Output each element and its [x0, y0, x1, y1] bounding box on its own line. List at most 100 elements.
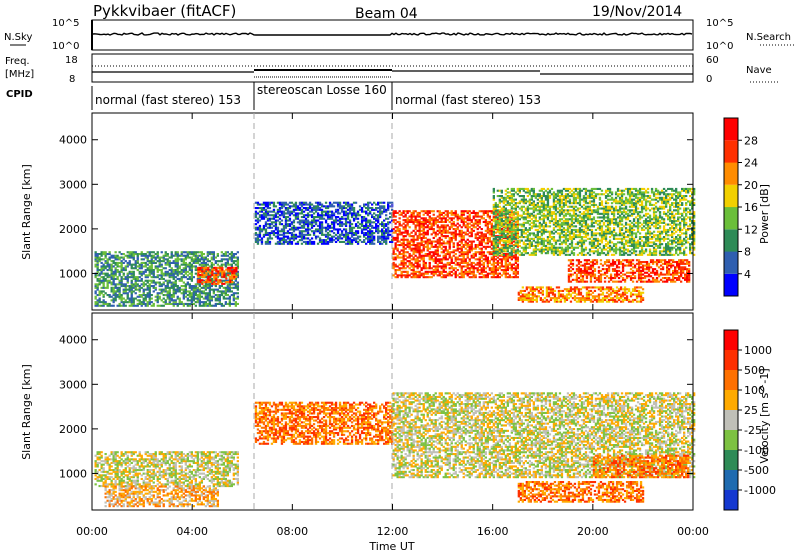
- range-time-cell: [168, 276, 171, 279]
- range-time-cell: [500, 221, 503, 224]
- range-time-cell: [367, 233, 370, 236]
- range-time-cell: [148, 302, 151, 305]
- range-time-cell: [156, 269, 159, 272]
- range-time-cell: [152, 254, 155, 257]
- range-time-cell: [398, 229, 401, 232]
- range-time-cell: [508, 274, 511, 277]
- range-time-cell: [282, 240, 286, 243]
- range-time-cell: [526, 230, 529, 233]
- range-time-cell: [140, 286, 143, 289]
- range-time-cell: [566, 248, 570, 251]
- range-time-cell: [344, 210, 348, 213]
- range-time-cell: [172, 286, 175, 289]
- range-time-cell: [210, 299, 213, 302]
- range-time-cell: [500, 250, 503, 253]
- range-time-cell: [552, 232, 556, 235]
- range-time-cell: [416, 270, 419, 273]
- range-time-cell: [448, 231, 451, 234]
- range-time-cell: [258, 207, 262, 210]
- range-time-cell: [102, 277, 105, 280]
- range-time-cell: [213, 282, 216, 285]
- range-time-cell: [132, 290, 135, 293]
- range-time-cell: [486, 213, 489, 216]
- range-time-cell: [392, 215, 395, 218]
- range-time-cell: [233, 272, 236, 275]
- range-time-cell: [436, 226, 439, 229]
- range-time-cell: [528, 220, 531, 223]
- range-time-cell: [512, 256, 515, 259]
- range-time-cell: [367, 219, 370, 222]
- range-time-cell: [440, 251, 443, 254]
- range-time-cell: [226, 285, 229, 288]
- range-time-cell: [552, 211, 556, 214]
- range-time-cell: [498, 265, 501, 268]
- range-time-cell: [324, 240, 328, 243]
- range-time-cell: [506, 232, 509, 235]
- range-time-cell: [438, 261, 441, 264]
- range-time-cell: [294, 205, 298, 208]
- range-time-cell: [492, 228, 495, 231]
- range-time-cell: [434, 260, 437, 263]
- range-time-cell: [348, 207, 352, 210]
- range-time-cell: [383, 235, 386, 238]
- range-time-cell: [506, 248, 509, 251]
- range-time-cell: [312, 221, 316, 224]
- range-time-cell: [356, 230, 360, 233]
- range-time-cell: [522, 243, 525, 246]
- range-time-cell: [564, 193, 568, 196]
- range-time-cell: [416, 249, 419, 252]
- range-time-cell: [266, 237, 270, 240]
- range-time-cell: [168, 302, 171, 305]
- range-time-cell: [180, 270, 183, 273]
- range-time-cell: [208, 297, 211, 300]
- range-time-cell: [408, 219, 411, 222]
- range-time-cell: [98, 290, 101, 293]
- range-time-cell: [436, 245, 439, 248]
- range-time-cell: [538, 205, 541, 208]
- freq-left-tick-top: 18: [65, 55, 78, 66]
- range-time-cell: [156, 256, 159, 259]
- range-time-cell: [324, 214, 328, 217]
- range-time-cell: [134, 283, 137, 286]
- range-time-cell: [522, 230, 525, 233]
- range-time-cell: [516, 234, 519, 237]
- range-time-cell: [184, 258, 187, 261]
- range-time-cell: [572, 202, 576, 205]
- range-time-cell: [514, 230, 517, 233]
- range-time-cell: [514, 272, 517, 275]
- range-time-cell: [373, 237, 376, 240]
- range-time-cell: [108, 302, 111, 305]
- range-time-cell: [294, 212, 298, 215]
- range-time-cell: [318, 221, 322, 224]
- range-time-cell: [373, 217, 376, 220]
- range-time-cell: [400, 224, 403, 227]
- range-time-cell: [518, 223, 521, 226]
- range-time-cell: [292, 208, 296, 211]
- range-time-cell: [350, 235, 354, 238]
- range-time-cell: [492, 252, 495, 255]
- range-time-cell: [146, 263, 149, 266]
- range-time-cell: [556, 195, 560, 198]
- range-time-cell: [530, 214, 533, 217]
- range-time-cell: [308, 242, 312, 245]
- range-time-cell: [552, 196, 556, 199]
- range-time-cell: [148, 301, 151, 304]
- range-time-cell: [371, 221, 374, 224]
- range-time-cell: [236, 260, 239, 263]
- range-time-cell: [568, 246, 572, 249]
- range-time-cell: [194, 290, 197, 293]
- range-time-cell: [186, 253, 189, 256]
- range-time-cell: [326, 217, 330, 220]
- range-time-cell: [408, 253, 411, 256]
- range-time-cell: [406, 220, 409, 223]
- range-time-cell: [144, 297, 147, 300]
- range-time-cell: [118, 272, 121, 275]
- range-time-cell: [122, 258, 125, 261]
- range-time-cell: [100, 276, 103, 279]
- range-time-cell: [444, 224, 447, 227]
- range-time-cell: [478, 265, 481, 268]
- range-time-cell: [122, 297, 125, 300]
- range-time-cell: [96, 304, 99, 307]
- range-time-cell: [526, 207, 529, 210]
- range-time-cell: [377, 237, 380, 240]
